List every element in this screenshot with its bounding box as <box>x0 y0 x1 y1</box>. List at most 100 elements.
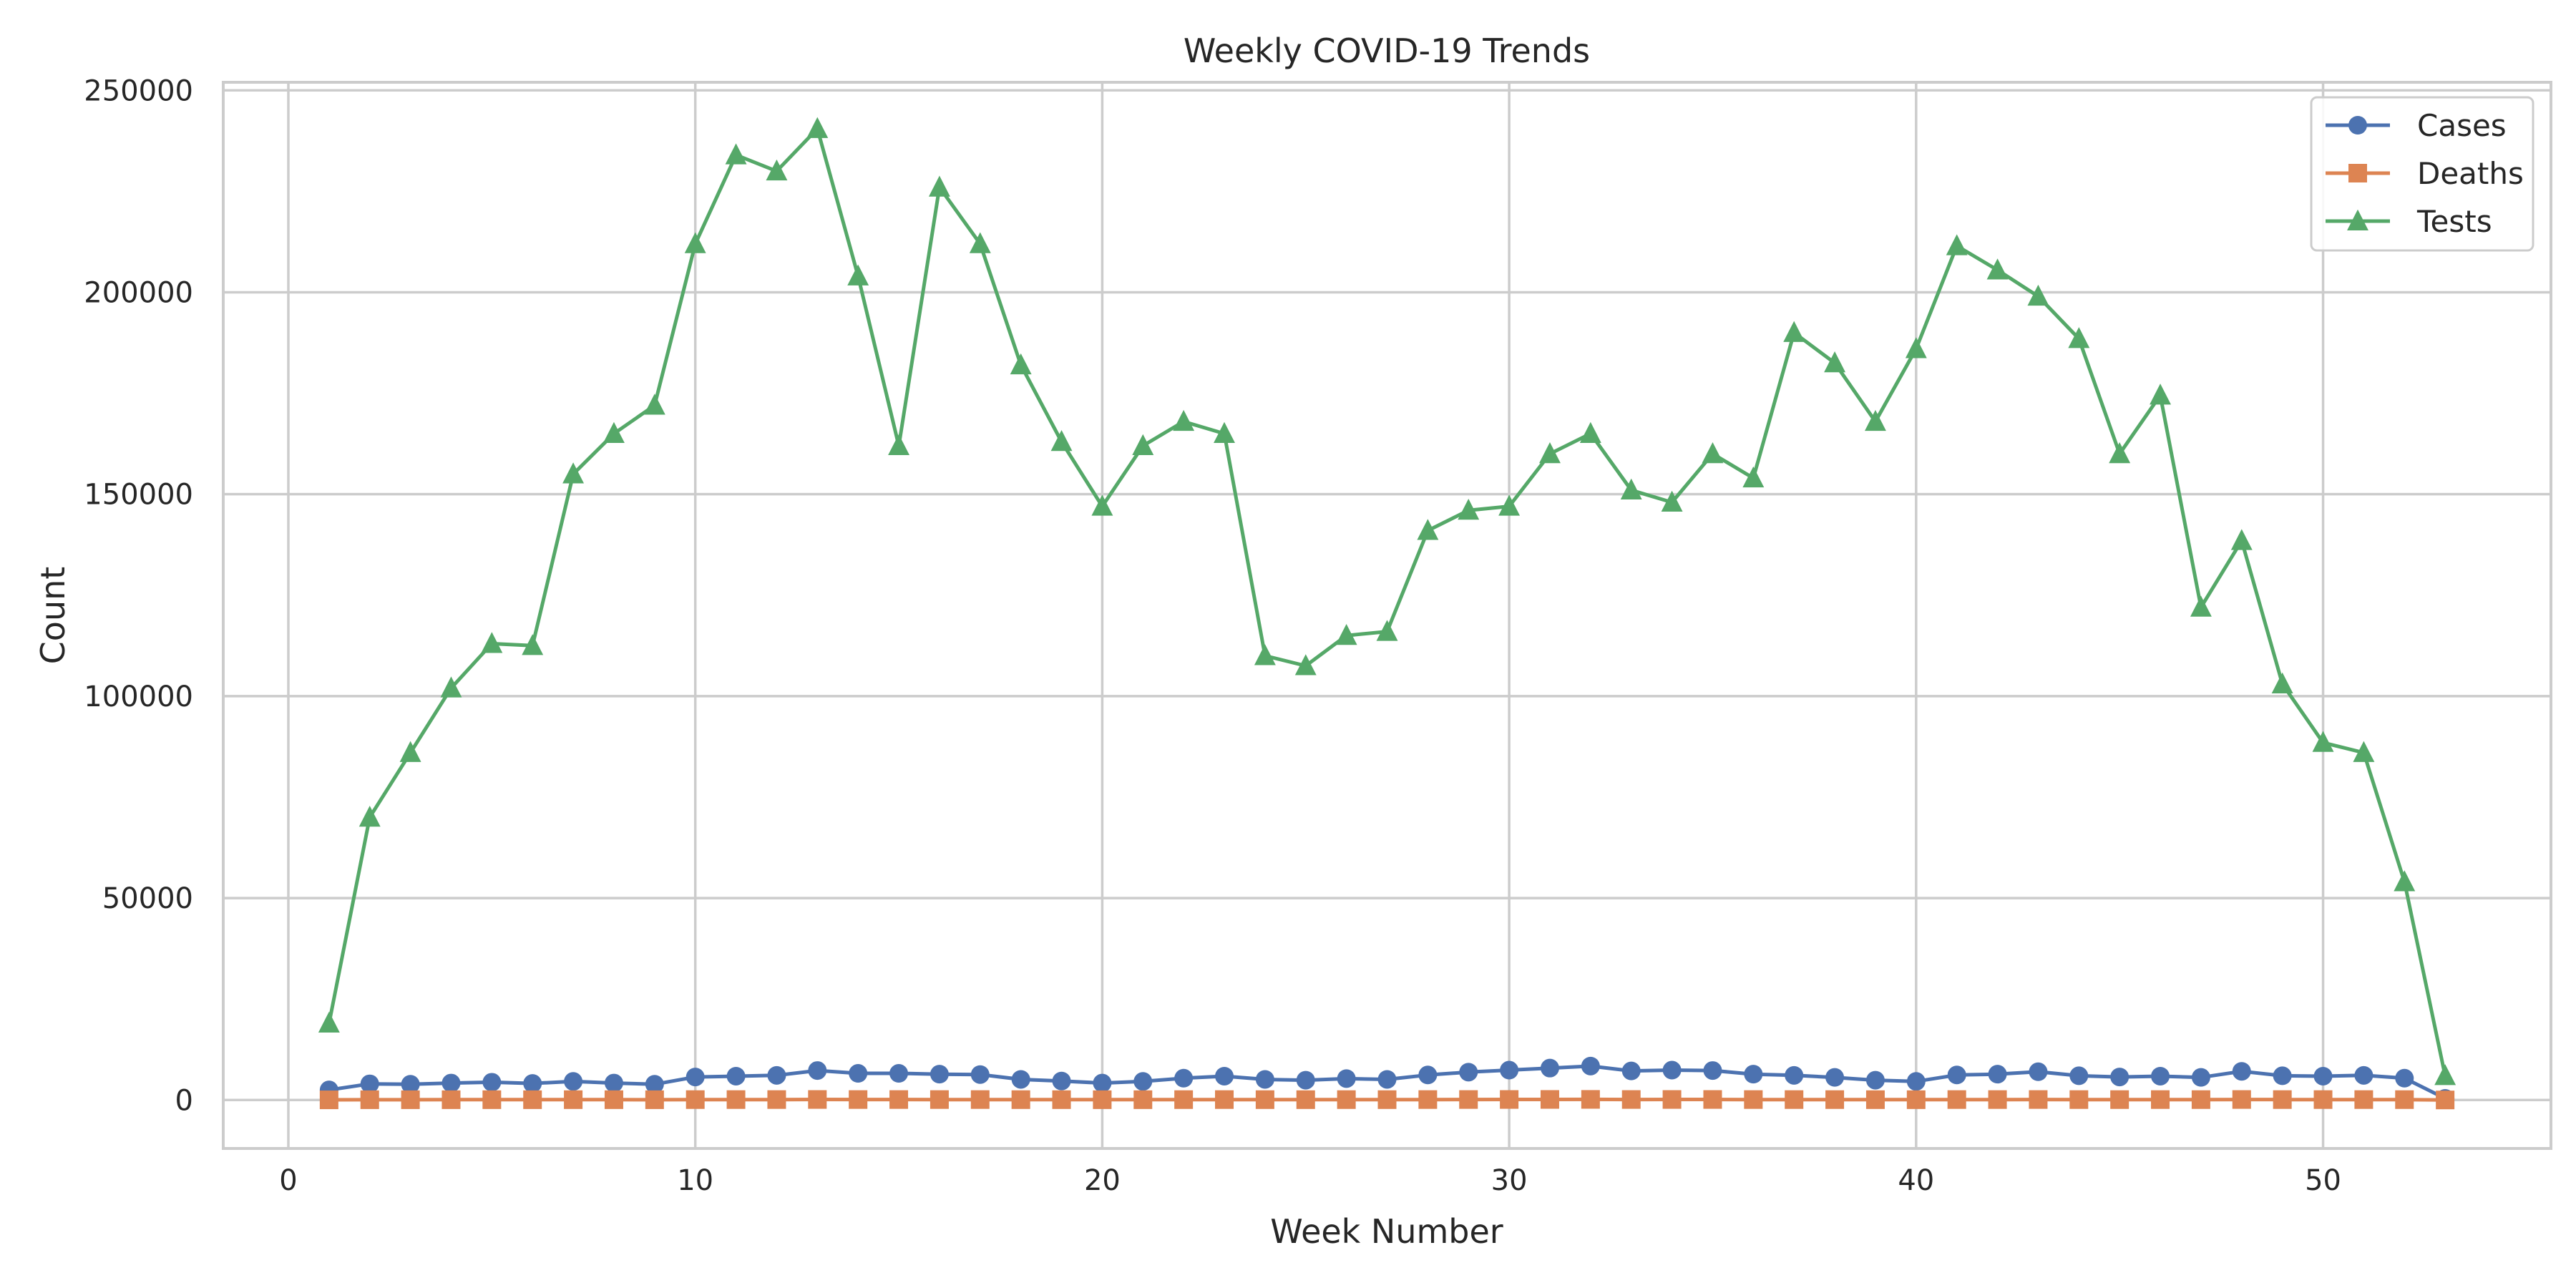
data-point-tests <box>2271 672 2293 693</box>
data-point-tests <box>1905 337 1927 358</box>
data-point-deaths <box>1133 1090 1153 1109</box>
data-point-deaths <box>1337 1090 1356 1109</box>
data-point-tests <box>562 462 585 484</box>
chart-title: Weekly COVID-19 Trends <box>1184 31 1590 70</box>
data-point-tests <box>888 434 910 455</box>
data-point-cases <box>401 1075 420 1094</box>
data-point-tests <box>1010 353 1032 375</box>
data-point-cases <box>1296 1070 1315 1090</box>
data-point-cases <box>726 1066 746 1085</box>
data-point-deaths <box>1825 1090 1845 1109</box>
data-point-cases <box>1865 1070 1885 1090</box>
data-point-deaths <box>1377 1090 1397 1109</box>
data-point-tests <box>481 632 503 653</box>
data-point-deaths <box>970 1090 990 1109</box>
data-point-tests <box>1946 234 1968 255</box>
data-point-tests <box>1986 258 2009 280</box>
data-point-deaths <box>1703 1090 1722 1109</box>
data-point-tests <box>1539 441 1561 464</box>
data-point-tests <box>2190 595 2212 617</box>
data-point-cases <box>2395 1068 2414 1088</box>
data-point-deaths <box>2273 1090 2292 1109</box>
data-point-tests <box>1294 654 1317 675</box>
data-point-tests <box>2353 741 2375 762</box>
data-point-cases <box>2069 1066 2089 1085</box>
data-point-deaths <box>2354 1090 2373 1109</box>
data-point-cases <box>930 1065 949 1084</box>
data-point-cases <box>1947 1065 1966 1085</box>
data-point-tests <box>522 634 544 655</box>
legend-label-tests: Tests <box>2416 204 2492 239</box>
data-point-tests <box>2230 529 2253 550</box>
data-point-cases <box>2110 1068 2129 1087</box>
data-point-cases <box>1377 1070 1397 1089</box>
data-point-deaths <box>1215 1090 1234 1109</box>
data-point-deaths <box>2191 1090 2210 1109</box>
data-point-deaths <box>2232 1090 2251 1109</box>
y-tick-label: 150000 <box>84 479 193 512</box>
data-point-deaths <box>1011 1090 1030 1109</box>
data-point-cases <box>1052 1071 1071 1091</box>
data-point-cases <box>1459 1063 1478 1082</box>
data-point-deaths <box>360 1090 379 1109</box>
data-point-deaths <box>604 1090 623 1109</box>
legend: Cases Deaths Tests <box>2310 96 2534 252</box>
data-point-tests <box>1742 466 1765 488</box>
data-point-tests <box>2109 441 2131 464</box>
y-tick-label: 0 <box>175 1084 193 1117</box>
data-point-tests <box>847 264 869 286</box>
data-point-cases <box>523 1074 542 1093</box>
data-point-deaths <box>1540 1090 1559 1109</box>
data-point-tests <box>1498 494 1521 516</box>
data-point-tests <box>2434 1064 2457 1085</box>
data-point-deaths <box>1662 1090 1682 1109</box>
data-point-deaths <box>1621 1090 1641 1109</box>
legend-marker-cases <box>2348 116 2367 135</box>
y-axis-label: Count <box>34 567 72 665</box>
data-point-deaths <box>1947 1090 1966 1109</box>
series <box>318 117 2457 1110</box>
data-point-deaths <box>645 1090 664 1109</box>
data-point-cases <box>808 1061 827 1080</box>
data-point-cases <box>2273 1066 2292 1085</box>
y-tick-label: 200000 <box>84 276 193 309</box>
data-point-cases <box>2151 1066 2170 1085</box>
data-point-cases <box>1500 1060 1519 1080</box>
y-tick-label: 50000 <box>102 882 193 915</box>
data-point-tests <box>684 232 706 253</box>
data-point-cases <box>1744 1065 1763 1084</box>
data-point-cases <box>1988 1065 2007 1084</box>
data-point-tests <box>2068 327 2090 348</box>
data-point-deaths <box>1581 1090 1600 1109</box>
data-point-tests <box>1132 434 1154 455</box>
data-point-cases <box>1418 1065 1438 1085</box>
data-point-cases <box>1011 1070 1030 1089</box>
y-tick-label: 250000 <box>84 74 193 107</box>
data-point-cases <box>1785 1065 1804 1085</box>
data-point-cases <box>564 1072 583 1091</box>
data-point-deaths <box>2069 1090 2089 1109</box>
data-point-deaths <box>319 1091 338 1110</box>
data-point-tests <box>1458 499 1480 520</box>
data-point-cases <box>1255 1070 1274 1089</box>
data-point-cases <box>889 1064 909 1083</box>
data-point-cases <box>1174 1068 1194 1088</box>
data-point-deaths <box>1459 1090 1478 1109</box>
data-point-deaths <box>808 1090 827 1109</box>
data-point-cases <box>849 1064 868 1083</box>
data-point-tests <box>399 741 421 762</box>
data-point-deaths <box>1418 1090 1438 1109</box>
data-point-deaths <box>1093 1090 1112 1109</box>
data-point-cases <box>1540 1058 1559 1078</box>
data-point-cases <box>2313 1066 2333 1085</box>
data-point-cases <box>767 1065 786 1085</box>
data-point-deaths <box>686 1090 705 1109</box>
data-point-cases <box>645 1075 664 1094</box>
data-point-tests <box>928 175 950 197</box>
data-point-tests <box>1783 321 1805 342</box>
data-point-deaths <box>726 1090 746 1109</box>
data-point-tests <box>1661 490 1683 512</box>
data-point-deaths <box>2029 1090 2048 1109</box>
data-point-cases <box>686 1068 705 1087</box>
data-point-deaths <box>523 1090 542 1109</box>
